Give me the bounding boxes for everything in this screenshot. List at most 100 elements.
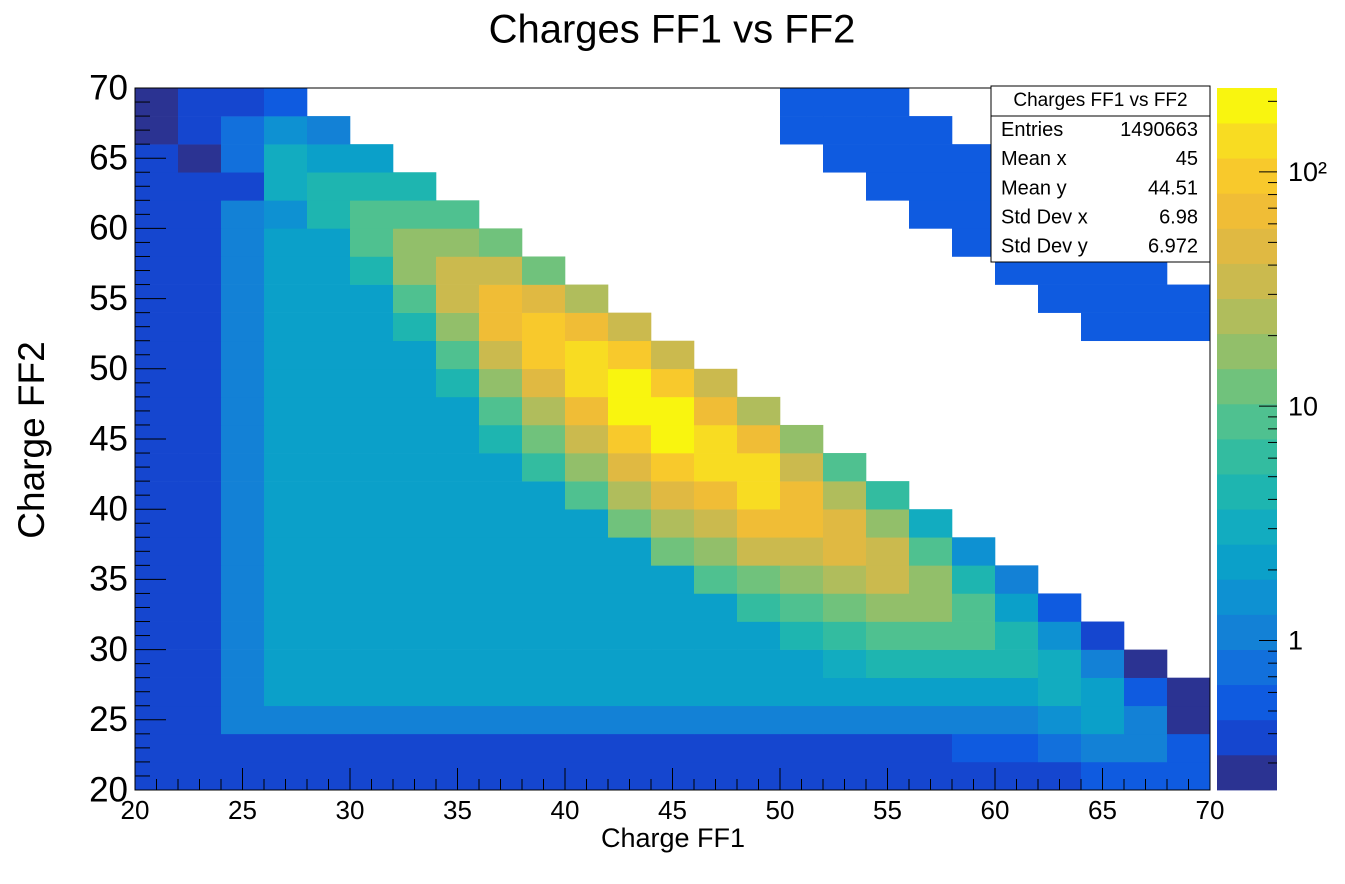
heatmap-cell <box>952 593 996 622</box>
heatmap-cell <box>823 537 867 566</box>
heatmap-cell <box>350 368 394 398</box>
heatmap-cell <box>1081 284 1125 313</box>
heatmap-cell <box>1038 284 1082 313</box>
heatmap-cell <box>436 705 480 735</box>
heatmap-cell <box>694 509 738 538</box>
heatmap-cell <box>737 621 781 650</box>
heatmap-cell <box>436 593 480 622</box>
x-tick-label: 45 <box>658 795 687 825</box>
heatmap-cell <box>307 284 351 313</box>
heatmap-cell <box>780 537 824 566</box>
heatmap-cell <box>608 453 652 482</box>
heatmap-cell <box>178 228 222 257</box>
heatmap-cell <box>780 565 824 594</box>
heatmap-cell <box>823 621 867 650</box>
heatmap-cell <box>436 565 480 594</box>
heatmap-cell <box>522 284 566 313</box>
heatmap-cell <box>479 705 523 735</box>
heatmap-cell <box>221 144 265 173</box>
heatmap-cell <box>178 368 222 398</box>
color-bar-band <box>1217 474 1277 510</box>
heatmap-cell <box>737 565 781 594</box>
color-bar-tick-label: 10 <box>1288 391 1318 421</box>
heatmap-cell <box>866 677 910 707</box>
heatmap-cell <box>694 565 738 594</box>
stats-label: Std Dev x <box>1001 206 1088 228</box>
heatmap-cell <box>1081 621 1125 650</box>
heatmap-cell <box>737 733 781 763</box>
heatmap-cell <box>522 565 566 594</box>
color-bar-band <box>1217 719 1277 756</box>
heatmap-cell <box>221 396 265 426</box>
color-bar-band <box>1217 368 1277 405</box>
color-bar-band <box>1217 684 1277 721</box>
heatmap-cell <box>694 481 738 510</box>
heatmap-cell <box>608 396 652 426</box>
heatmap-cell <box>522 453 566 482</box>
heatmap-cell <box>952 621 996 650</box>
heatmap-cell <box>737 509 781 538</box>
heatmap-cell <box>393 593 437 622</box>
heatmap-cell <box>1167 705 1211 735</box>
heatmap-cell <box>608 481 652 510</box>
color-bar-band <box>1217 544 1277 580</box>
heatmap-cell <box>393 256 437 285</box>
color-bar-band <box>1217 754 1277 791</box>
x-tick-label: 60 <box>981 795 1010 825</box>
heatmap-cell <box>350 593 394 622</box>
heatmap-cell <box>264 340 308 370</box>
heatmap-cell <box>694 649 738 678</box>
heatmap-cell <box>479 228 523 257</box>
heatmap-cell <box>393 621 437 650</box>
heatmap-cell <box>823 677 867 707</box>
color-bar-band <box>1217 439 1277 475</box>
heatmap-cell <box>823 144 867 173</box>
heatmap-cell <box>307 621 351 650</box>
heatmap-cell <box>780 481 824 510</box>
heatmap-cell <box>178 424 222 454</box>
heatmap-cell <box>694 424 738 454</box>
heatmap-cell <box>995 733 1039 763</box>
heatmap-cell <box>866 116 910 145</box>
heatmap-cell <box>522 733 566 763</box>
color-bar-band <box>1217 579 1277 615</box>
heatmap-cell <box>350 453 394 482</box>
heatmap-cell <box>866 733 910 763</box>
heatmap-cell <box>694 396 738 426</box>
heatmap-cell <box>307 228 351 257</box>
heatmap-cell <box>479 649 523 678</box>
heatmap-cell <box>565 340 609 370</box>
heatmap-cell <box>393 537 437 566</box>
heatmap-cell <box>264 312 308 342</box>
heatmap-cell <box>307 677 351 707</box>
heatmap-cell <box>995 677 1039 707</box>
heatmap-cell <box>479 453 523 482</box>
heatmap-cell <box>264 733 308 763</box>
heatmap-cell <box>178 621 222 650</box>
stats-box: Charges FF1 vs FF2 Entries 1490663 Mean x 45… <box>990 85 1211 263</box>
heatmap-cell <box>178 677 222 707</box>
heatmap-cell <box>694 593 738 622</box>
heatmap-cell <box>178 256 222 285</box>
heatmap-cell <box>522 481 566 510</box>
heatmap-cell <box>350 733 394 763</box>
heatmap-cell <box>565 733 609 763</box>
stats-label: Mean x <box>1001 148 1067 170</box>
heatmap-cell <box>1038 593 1082 622</box>
heatmap-cell <box>350 705 394 735</box>
heatmap-cell <box>737 593 781 622</box>
color-bar-tick-label: 1 <box>1288 626 1303 656</box>
heatmap-cell <box>264 649 308 678</box>
heatmap-cell <box>522 537 566 566</box>
heatmap-cell <box>522 396 566 426</box>
heatmap-cell <box>350 649 394 678</box>
heatmap-cell <box>221 677 265 707</box>
heatmap-cell <box>608 424 652 454</box>
heatmap-cell <box>608 340 652 370</box>
heatmap-cell <box>1038 677 1082 707</box>
heatmap-cell <box>608 705 652 735</box>
heatmap-cell <box>565 649 609 678</box>
heatmap-cell <box>479 424 523 454</box>
heatmap-cell <box>823 88 867 117</box>
heatmap-cell <box>307 481 351 510</box>
